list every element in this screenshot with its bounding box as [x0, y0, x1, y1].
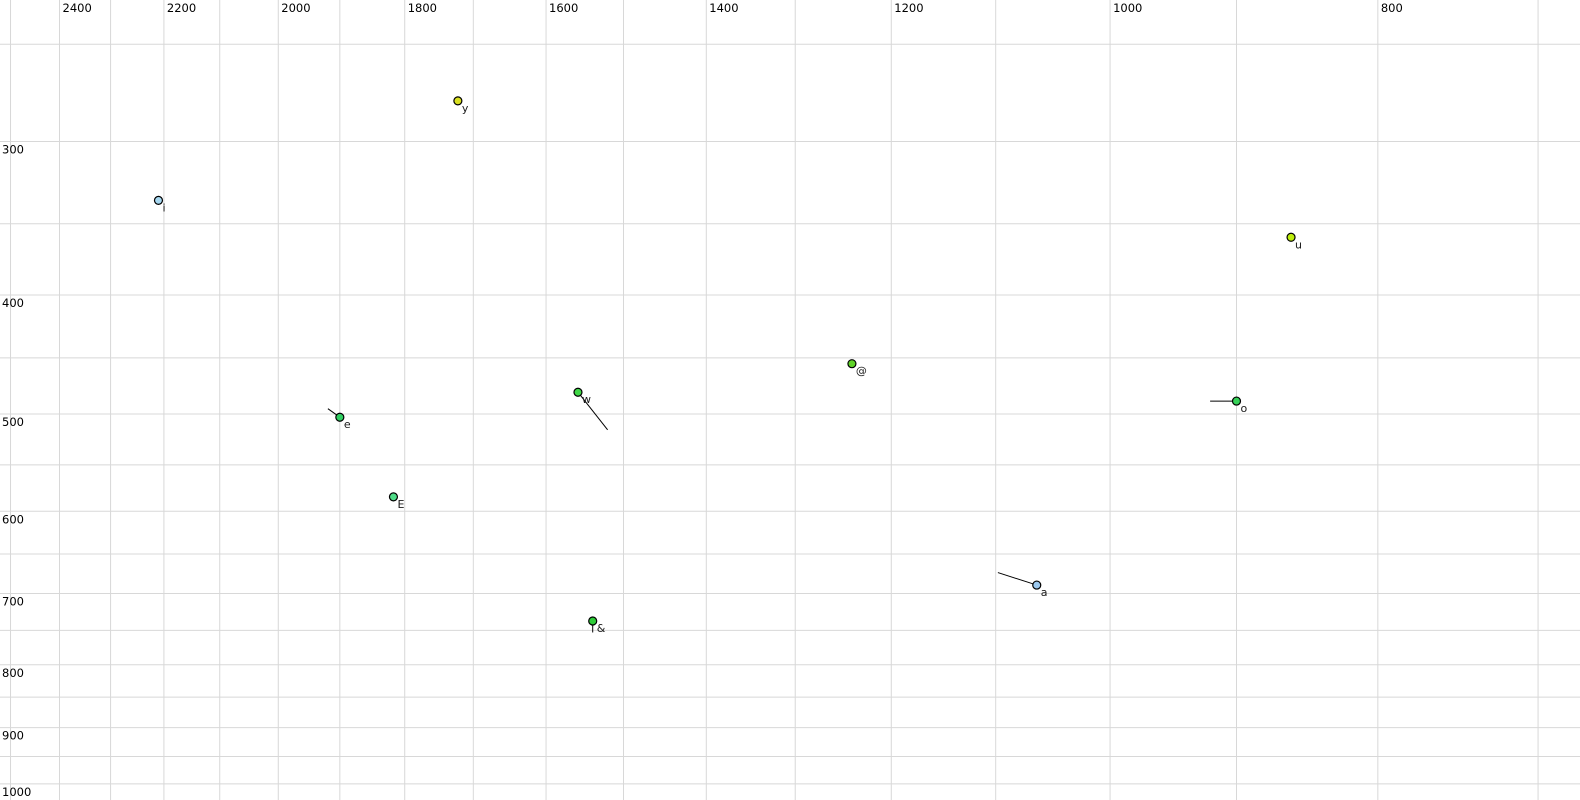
point-marker[interactable] — [335, 412, 345, 422]
point-label: a — [1041, 586, 1048, 599]
y-tick-label: 700 — [2, 595, 24, 609]
point-label: w — [582, 393, 591, 406]
x-tick-label: 1600 — [549, 1, 578, 15]
y-tick-label: 1000 — [2, 785, 31, 799]
point-label: E — [397, 498, 404, 511]
y-tick-label: 400 — [2, 296, 24, 310]
point-marker[interactable] — [1231, 396, 1242, 406]
point-label: y — [462, 102, 469, 115]
point-marker[interactable] — [453, 96, 463, 106]
point-label: @ — [856, 365, 867, 378]
velocity-line — [997, 572, 1037, 586]
point-marker[interactable] — [153, 195, 164, 205]
x-tick-label: 2400 — [63, 1, 92, 15]
x-tick-label: 1200 — [894, 1, 923, 15]
x-tick-label: 1800 — [408, 1, 437, 15]
point-marker[interactable] — [388, 492, 399, 502]
point-label: & — [597, 622, 606, 635]
x-tick-label: 1400 — [709, 1, 738, 15]
point-marker[interactable] — [1032, 580, 1042, 590]
point-marker[interactable] — [1286, 232, 1296, 242]
x-tick-label: 1000 — [1113, 1, 1142, 15]
x-tick-label: 800 — [1381, 1, 1403, 15]
point-label: o — [1240, 402, 1247, 415]
point-label: e — [344, 418, 351, 431]
y-tick-label: 600 — [2, 512, 24, 526]
point-marker[interactable] — [847, 359, 857, 369]
point-marker[interactable] — [588, 616, 598, 626]
point-label: u — [1295, 238, 1302, 251]
point-marker[interactable] — [573, 387, 583, 397]
y-tick-label: 900 — [2, 729, 24, 743]
point-label: i — [162, 201, 165, 214]
x-tick-label: 2200 — [167, 1, 196, 15]
y-tick-label: 800 — [2, 666, 24, 680]
velocity-line — [577, 391, 609, 431]
x-tick-label: 2000 — [281, 1, 310, 15]
y-tick-label: 300 — [2, 143, 24, 157]
y-tick-label: 500 — [2, 415, 24, 429]
